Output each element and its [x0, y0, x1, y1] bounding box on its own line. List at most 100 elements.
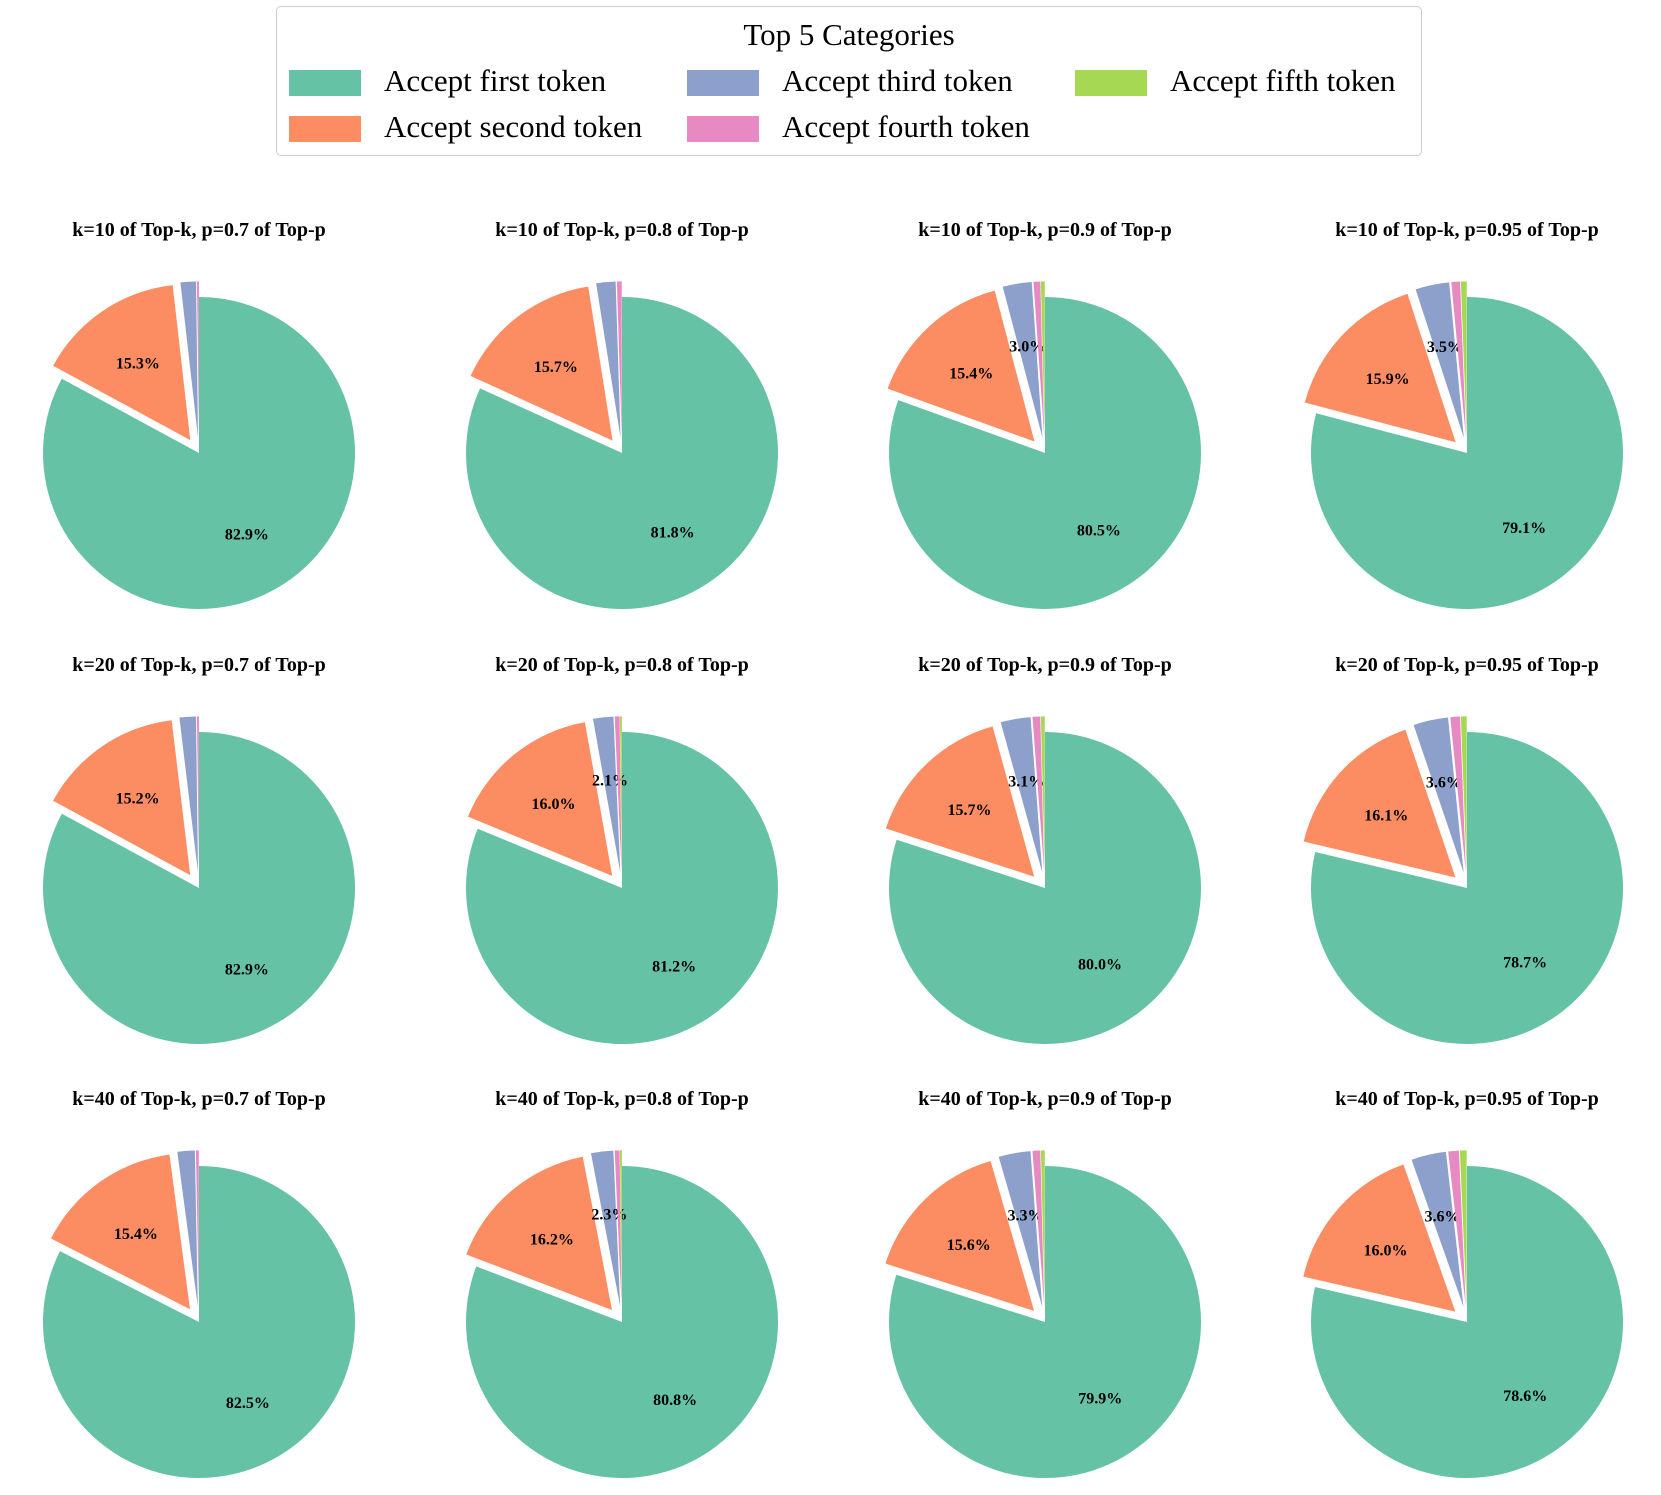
pie-slice-accept-fourth-token: [195, 1150, 199, 1307]
pie-slice-accept-fourth-token: [1032, 716, 1045, 873]
pie-slice-label: 3.0%: [1009, 338, 1045, 355]
pie-slice-accept-fifth-token: [1459, 1150, 1467, 1307]
pie-slice-accept-third-token: [180, 281, 199, 438]
pie-slice-label: 80.0%: [1078, 957, 1122, 974]
legend-label-first: Accept first token: [384, 63, 607, 98]
pie-slice-accept-first-token: [466, 732, 778, 1044]
pie-slice-accept-fifth-token: [619, 1150, 622, 1307]
pie-slice-label: 82.5%: [226, 1395, 270, 1412]
pie-slice-label: 80.8%: [653, 1392, 697, 1409]
pie-slice-label: 81.8%: [651, 525, 695, 542]
pie-slice-accept-second-token: [1303, 1164, 1456, 1312]
legend-label-fifth: Accept fifth token: [1170, 63, 1396, 98]
pie-slice-accept-fifth-token: [619, 716, 622, 873]
pie-chart-5: k=20 of Top-k, p=0.7 of Top-p 82.9% 15.2%: [42, 654, 355, 1044]
pie-title: k=10 of Top-k, p=0.9 of Top-p: [918, 219, 1171, 241]
legend-swatch-third: [687, 70, 759, 96]
pie-slice-accept-fifth-token: [1040, 281, 1045, 438]
pie-title: k=20 of Top-k, p=0.9 of Top-p: [918, 654, 1171, 676]
pie-slice-label: 16.2%: [530, 1231, 574, 1248]
pie-slice-accept-fourth-token: [1451, 281, 1466, 438]
pie-slice-label: 15.3%: [116, 355, 160, 372]
pie-slice-accept-fourth-token: [614, 716, 622, 873]
pie-chart-11: k=40 of Top-k, p=0.9 of Top-p 79.9% 15.6% 3…: [885, 1088, 1201, 1479]
pie-slice-label: 3.6%: [1426, 774, 1462, 791]
pie-slice-accept-fourth-token: [196, 716, 199, 873]
pie-slice-accept-first-token: [888, 1166, 1201, 1479]
pie-slice-label: 16.0%: [531, 796, 575, 813]
pie-slice-label: 3.5%: [1427, 339, 1463, 356]
pie-title: k=10 of Top-k, p=0.8 of Top-p: [495, 219, 748, 241]
pie-slice-accept-fourth-token: [1033, 281, 1045, 438]
pie-slice-accept-first-token: [889, 732, 1201, 1045]
pie-slice-accept-third-token: [592, 716, 621, 873]
pie-slice-label: 82.9%: [225, 526, 269, 543]
pie-slice-accept-first-token: [42, 732, 355, 1044]
pie-slice-accept-first-token: [42, 1166, 356, 1478]
pie-slice-accept-second-token: [885, 1161, 1035, 1311]
pie-slice-accept-third-token: [179, 716, 198, 873]
pie-chart-4: k=10 of Top-k, p=0.95 of Top-p 79.1% 15.9%…: [1304, 219, 1623, 610]
pie-slice-accept-first-token: [466, 1166, 779, 1478]
pie-slice-accept-fifth-token: [1460, 281, 1467, 438]
legend-label-fourth: Accept fourth token: [782, 109, 1030, 144]
legend: Top 5 Categories Accept first token Acce…: [276, 6, 1422, 156]
pie-slice-label: 15.7%: [948, 802, 992, 819]
pie-slice-label: 3.6%: [1425, 1209, 1461, 1226]
pie-slice-label: 78.7%: [1503, 954, 1547, 971]
pie-title: k=40 of Top-k, p=0.9 of Top-p: [918, 1088, 1171, 1110]
pie-slice-accept-second-token: [466, 1156, 612, 1311]
pie-slice-accept-third-token: [1002, 281, 1043, 438]
pie-slice-accept-fourth-token: [1032, 1150, 1045, 1307]
legend-swatch-fourth: [687, 116, 759, 142]
pie-slice-accept-first-token: [1311, 1166, 1623, 1478]
pie-slice-label: 16.1%: [1364, 808, 1408, 825]
pie-title: k=40 of Top-k, p=0.7 of Top-p: [72, 1088, 325, 1110]
pie-slice-accept-second-token: [53, 720, 191, 876]
pie-slice-accept-fifth-token: [1040, 716, 1045, 873]
pie-slice-accept-fourth-token: [196, 281, 199, 438]
pie-slice-label: 80.5%: [1077, 523, 1121, 540]
pie-slice-label: 3.1%: [1008, 773, 1044, 790]
pie-slice-label: 15.4%: [949, 365, 993, 382]
pie-slice-accept-fourth-token: [1448, 1150, 1466, 1307]
pie-slice-accept-second-token: [1303, 729, 1456, 878]
pie-slice-accept-second-token: [53, 285, 191, 441]
pie-slice-accept-fourth-token: [616, 281, 622, 438]
pie-slice-label: 15.6%: [947, 1237, 991, 1254]
pie-slice-accept-third-token: [1415, 282, 1464, 438]
pie-chart-9: k=40 of Top-k, p=0.7 of Top-p 82.5% 15.4%: [42, 1088, 356, 1478]
pie-slice-accept-third-token: [1000, 717, 1043, 873]
pie-title: k=10 of Top-k, p=0.95 of Top-p: [1335, 219, 1598, 241]
pie-slice-accept-fourth-token: [614, 1150, 622, 1307]
pie-title: k=40 of Top-k, p=0.8 of Top-p: [495, 1088, 748, 1110]
pie-slice-accept-third-token: [596, 281, 621, 438]
pie-slice-accept-third-token: [177, 1150, 198, 1307]
pie-slice-label: 15.2%: [116, 791, 160, 808]
pie-slice-accept-second-token: [885, 726, 1035, 877]
pie-slice-accept-first-token: [1311, 732, 1624, 1044]
pie-slice-label: 2.3%: [591, 1207, 627, 1224]
pie-slice-accept-second-token: [1304, 293, 1456, 443]
legend-swatch-first: [289, 70, 361, 96]
pie-title: k=20 of Top-k, p=0.95 of Top-p: [1335, 654, 1598, 676]
pie-chart-6: k=20 of Top-k, p=0.8 of Top-p 81.2% 16.0% 2…: [466, 654, 778, 1044]
pie-chart-7: k=20 of Top-k, p=0.9 of Top-p 80.0% 15.7% 3…: [885, 654, 1201, 1045]
pie-chart-1: k=10 of Top-k, p=0.7 of Top-p 82.9% 15.3%: [42, 219, 356, 609]
pie-title: k=40 of Top-k, p=0.95 of Top-p: [1335, 1088, 1598, 1110]
pie-chart-2: k=10 of Top-k, p=0.8 of Top-p 81.8% 15.7%: [466, 219, 778, 609]
pie-slice-label: 79.9%: [1078, 1391, 1122, 1408]
pie-slice-label: 2.1%: [592, 772, 628, 789]
pie-title: k=20 of Top-k, p=0.7 of Top-p: [72, 654, 325, 676]
pie-slice-accept-third-token: [1413, 717, 1464, 873]
pie-slice-accept-first-token: [889, 297, 1202, 610]
pie-slice-accept-third-token: [590, 1150, 621, 1307]
pie-chart-8: k=20 of Top-k, p=0.95 of Top-p 78.7% 16.1%…: [1303, 654, 1624, 1044]
pie-slice-accept-second-token: [50, 1154, 190, 1310]
pie-chart-3: k=10 of Top-k, p=0.9 of Top-p 80.5% 15.4% 3…: [887, 219, 1202, 610]
legend-swatch-fifth: [1075, 70, 1147, 96]
pie-slice-label: 15.9%: [1366, 371, 1410, 388]
pie-slice-accept-third-token: [998, 1151, 1043, 1307]
